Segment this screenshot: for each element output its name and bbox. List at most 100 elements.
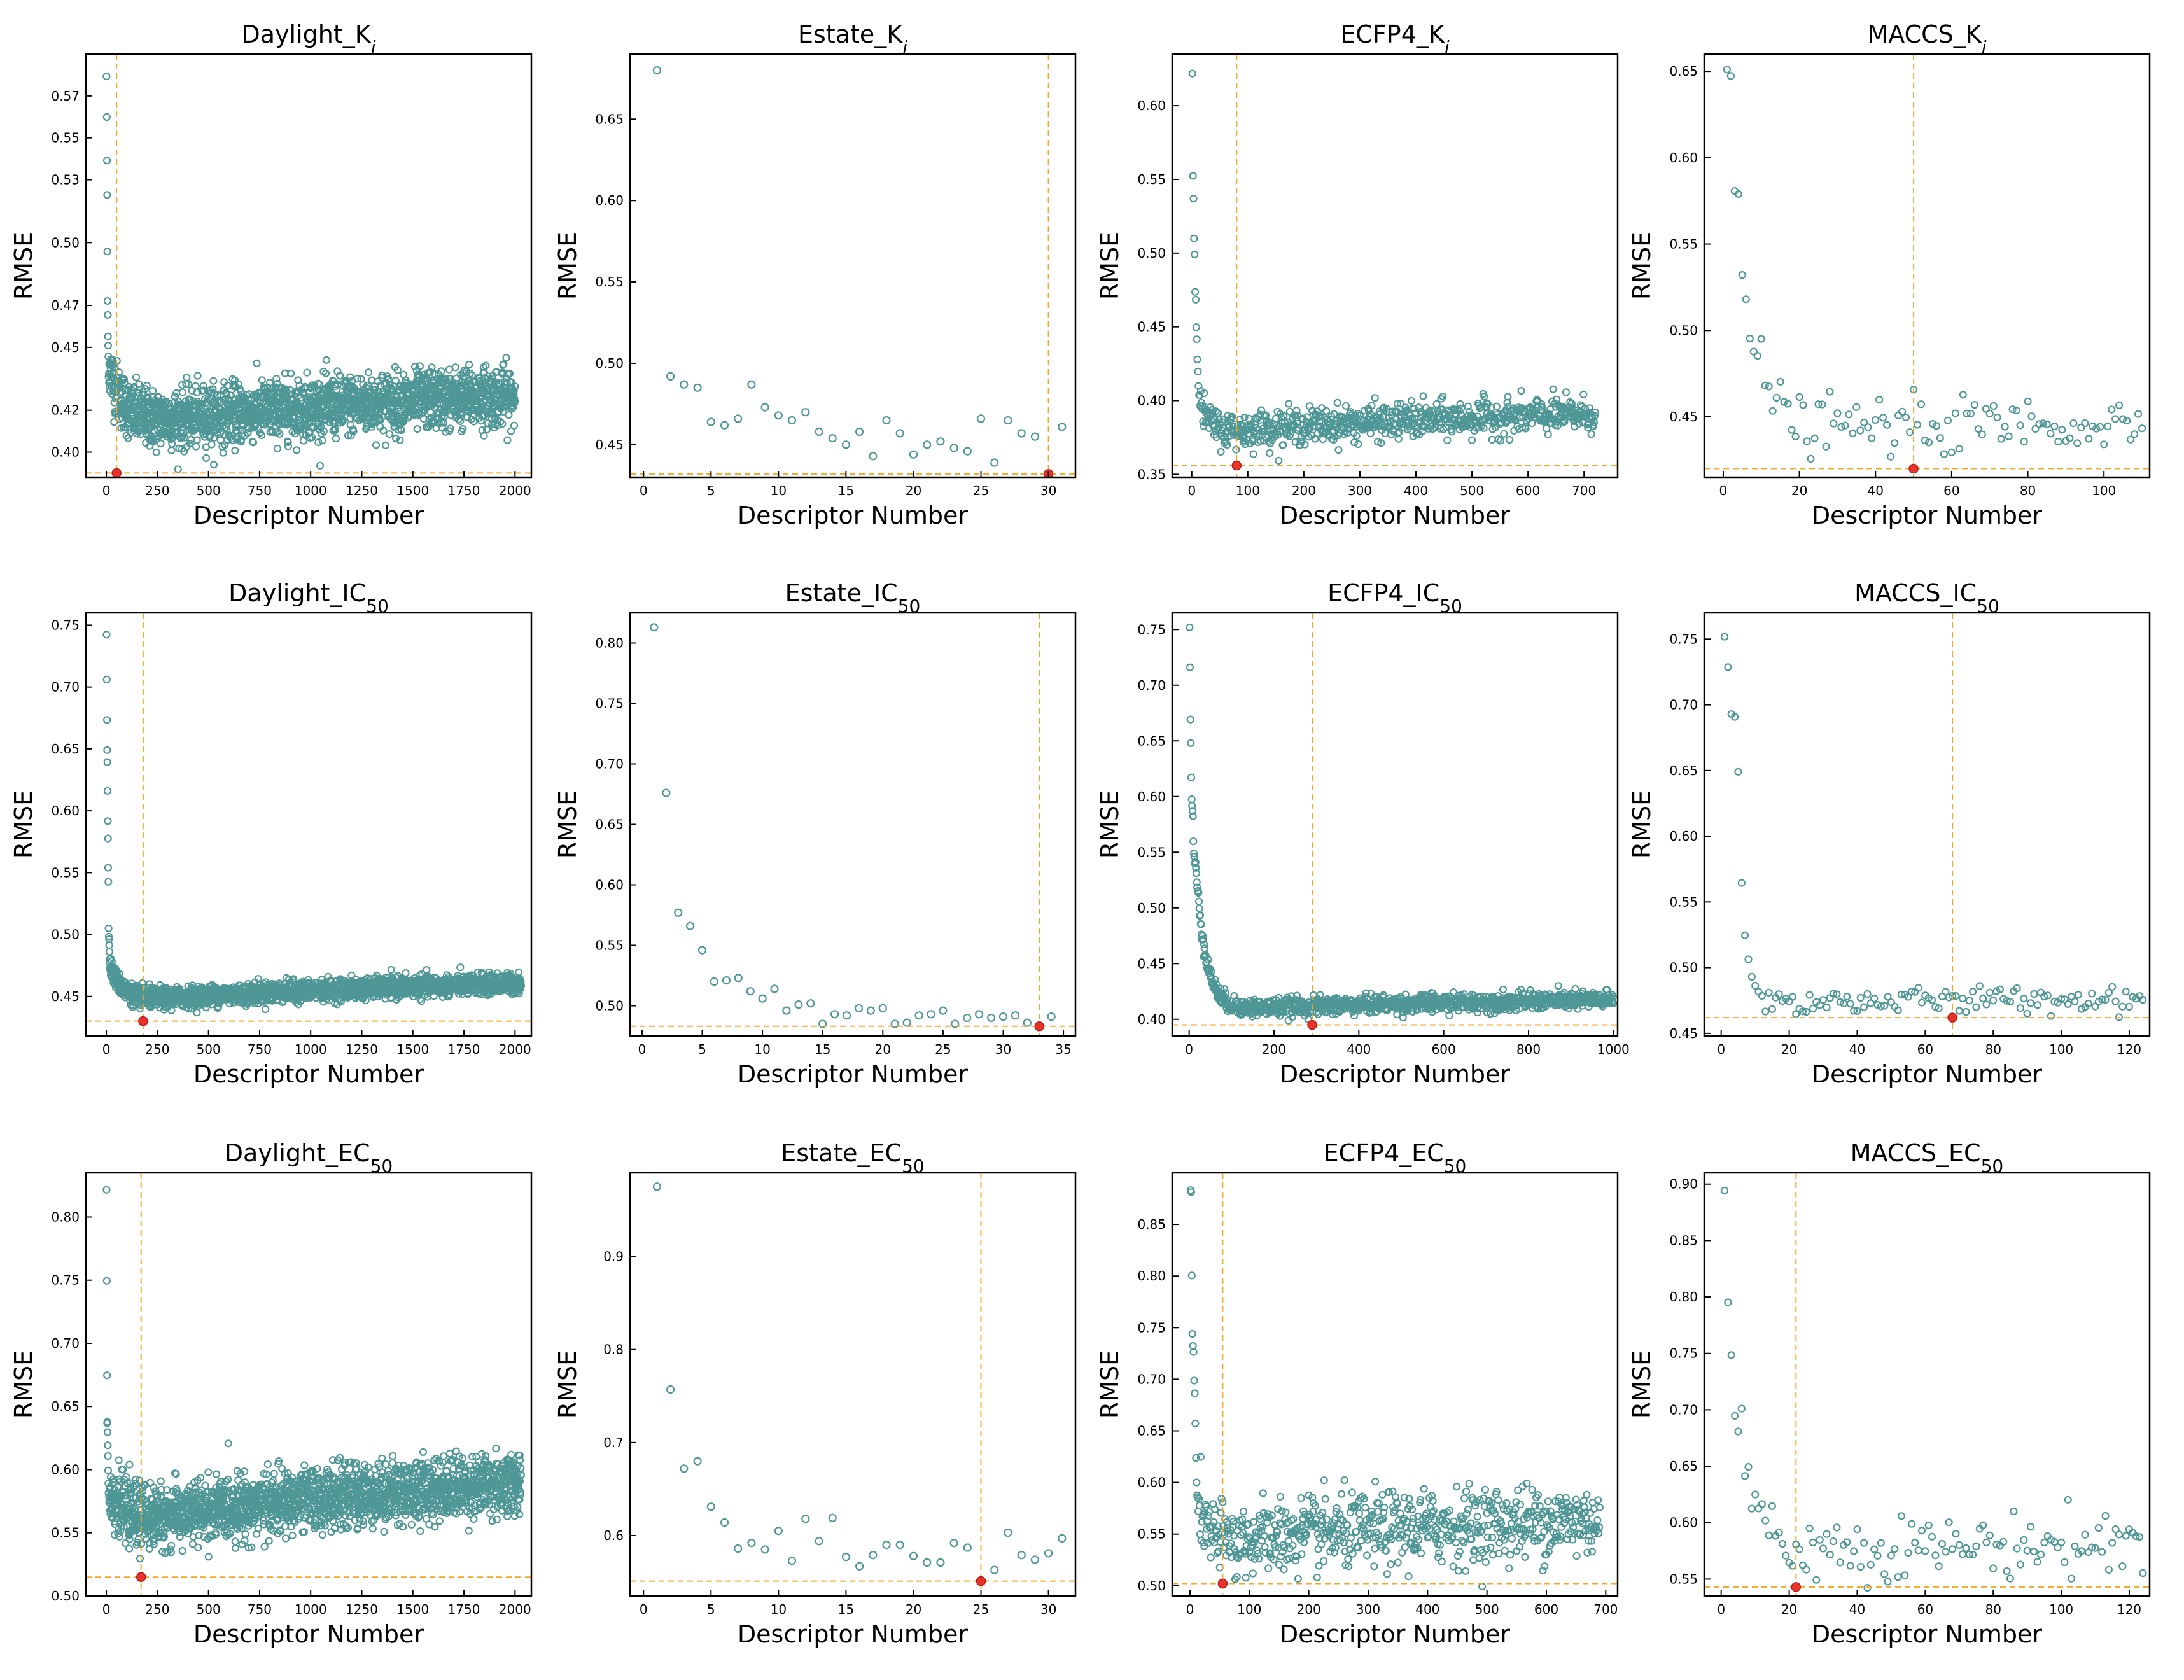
data-point [882,416,891,425]
plot-frame [85,53,533,479]
data-point [869,452,878,461]
data-point [426,368,434,376]
data-point [1395,428,1403,436]
data-point [2085,435,2093,443]
data-point [1538,403,1546,411]
data-point [331,425,339,433]
data-point [855,427,864,437]
data-point [1776,377,1784,386]
data-point [167,1006,176,1014]
data-point [693,383,702,392]
data-point [706,417,715,426]
data-point [680,380,689,389]
chart-title-subscript: i [1982,37,1987,58]
data-point [413,424,421,433]
data-point [1746,334,1754,343]
chart-title-main: ECFP4_K [1340,20,1445,48]
chart-title-subscript: i [902,37,907,58]
data-point [510,390,518,398]
x-axis-label: Descriptor Number [1280,501,1511,529]
data-point [478,970,486,978]
data-point [480,431,488,440]
data-point [1932,422,1941,430]
x-tick-label: 15 [838,483,854,498]
data-point [1279,441,1287,449]
data-point [1978,430,1986,438]
data-point [102,72,111,81]
data-point [1227,413,1235,422]
data-point [403,414,412,422]
data-point [103,758,111,766]
data-point [1217,447,1225,456]
data-point [1734,190,1742,198]
data-point [1788,426,1796,434]
data-point [1257,406,1266,414]
x-tick-label: 750 [248,483,272,498]
data-point [132,373,141,382]
y-tick-label: 0.55 [595,274,624,290]
data-point [391,434,400,443]
data-point [349,427,358,435]
data-point [1810,434,1819,442]
x-tick-label: 500 [197,483,221,498]
data-point [1966,409,1975,418]
data-point [222,423,230,431]
data-point [1868,434,1876,442]
data-point [1807,454,1815,463]
data-point [200,433,209,441]
data-point [274,428,282,436]
data-point [104,311,112,319]
y-tick-label: 0.65 [1669,64,1698,79]
data-point [1212,407,1220,416]
data-point [353,375,361,383]
data-point [2081,419,2089,428]
data-point [936,437,945,446]
data-point [1240,436,1248,444]
data-point [1567,399,1576,408]
x-tick-label: 20 [1791,483,1807,498]
data-point [498,368,507,377]
data-point [287,369,295,377]
data-point [1768,407,1777,415]
data-point [510,386,518,395]
data-point [507,427,515,435]
data-point [393,366,402,374]
data-point [1289,420,1298,429]
data-point [1480,392,1488,401]
data-point [976,414,986,423]
data-point [505,369,514,378]
data-point [1587,430,1595,438]
data-point [148,386,157,395]
data-point [787,416,797,425]
data-point [378,371,386,380]
data-point [1419,392,1427,400]
data-point [1194,367,1202,376]
chart-estate-ki: Estate_Ki0 5 10 15 20 25 300.450.500.550.600.6… [554,20,1077,529]
data-point [1749,347,1758,356]
data-point [1354,440,1362,449]
data-point [500,360,508,368]
data-point [747,380,756,389]
data-point [909,450,918,459]
data-point [1261,412,1269,421]
data-point [2020,437,2028,446]
data-point [1249,450,1257,458]
data-point [459,424,467,433]
data-point [104,924,113,932]
data-point [1456,400,1464,409]
data-point [1537,400,1546,409]
data-point [1488,435,1496,444]
data-point [1439,392,1447,401]
data-point [104,817,112,825]
x-tick-label: 2000 [499,483,531,498]
data-point [1723,66,1731,74]
x-tick-label: 200 [1292,483,1316,498]
y-tick-label: 0.53 [51,172,80,188]
data-point [330,419,339,428]
data-point [229,436,237,445]
data-point [135,380,143,388]
data-point [1974,424,1982,433]
data-point [1284,400,1293,408]
data-point [1228,412,1236,421]
